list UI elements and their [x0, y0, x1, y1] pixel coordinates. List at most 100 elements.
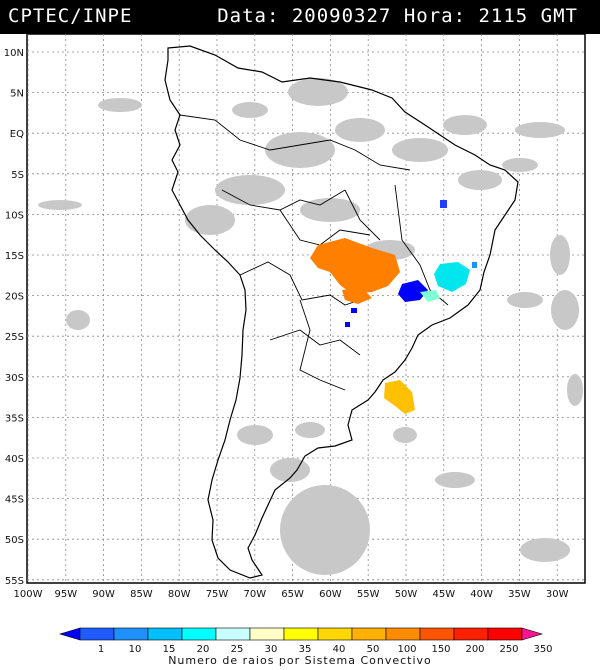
time-label: Hora:	[403, 5, 467, 27]
cyan-cluster-small	[420, 290, 440, 302]
source-label: CPTEC/INPE	[8, 5, 133, 27]
lon-tick-label: 85W	[130, 589, 153, 600]
colorbar-label: 15	[163, 644, 176, 655]
cloud-patch	[393, 427, 417, 443]
lon-tick-label: 75W	[206, 589, 229, 600]
lon-tick-label: 90W	[92, 589, 115, 600]
colorbar-label: 200	[465, 644, 484, 655]
cloud-patch	[502, 158, 538, 172]
colorbar-segment	[453, 627, 489, 641]
colorbar-segment	[385, 627, 421, 641]
blue-cluster	[398, 280, 428, 302]
lon-tick-label: 80W	[168, 589, 191, 600]
cloud-patch	[265, 132, 335, 168]
colorbar-label: 250	[499, 644, 518, 655]
continent-outline	[164, 45, 519, 579]
colorbar-segment	[147, 627, 183, 641]
colorbar-label: 30	[265, 644, 278, 655]
lat-tick-label: 5N	[10, 89, 24, 100]
colorbar-title: Numero de raios por Sistema Convectivo	[168, 654, 432, 667]
colorbar-label: 40	[333, 644, 346, 655]
lat-tick-label: EQ	[10, 129, 24, 140]
cloud-patch	[551, 290, 579, 330]
yellow-cluster	[384, 380, 415, 414]
cloud-patch	[98, 98, 142, 112]
cloud-patch	[458, 170, 502, 190]
colorbar-segment	[419, 627, 455, 641]
cloud-patch	[66, 310, 90, 330]
cloud-patch	[335, 118, 385, 142]
lat-tick-label: 25S	[5, 332, 24, 343]
cloud-patch	[295, 422, 325, 438]
colorbar-labels: 1 10 15 20 25 30 35 40 50 100 150 200 250 350	[98, 644, 553, 655]
colorbar	[58, 627, 544, 641]
cloud-patch	[515, 122, 565, 138]
lon-tick-label: 60W	[319, 589, 342, 600]
cloud-patch	[550, 235, 570, 275]
lat-tick-label: 40S	[5, 454, 24, 465]
latitude-labels: 10N 5N EQ 5S 10S 15S 20S 25S 30S 35S 40S 45S 50S 55S	[4, 48, 24, 587]
lat-tick-label: 45S	[5, 495, 24, 506]
cloud-patch	[280, 485, 370, 575]
blue-dot	[440, 200, 447, 208]
colorbar-segment	[283, 627, 319, 641]
lat-tick-label: 50S	[5, 535, 24, 546]
date-label: Data:	[217, 5, 280, 27]
lon-tick-label: 50W	[395, 589, 418, 600]
colorbar-label: 10	[129, 644, 142, 655]
cloud-patch	[435, 472, 475, 488]
colorbar-label: 25	[231, 644, 244, 655]
longitude-labels: 100W 95W 90W 85W 80W 75W 70W 65W 60W 55W 50W 45W 40W…	[14, 589, 569, 600]
lightning-areas	[310, 200, 477, 414]
date-value: 20090327	[291, 5, 392, 27]
cloud-patch	[38, 200, 82, 210]
cloud-cover	[38, 78, 583, 575]
lat-tick-label: 20S	[5, 292, 24, 303]
colorbar-segment	[317, 627, 353, 641]
cloud-patch	[288, 78, 348, 106]
blue-dot	[345, 322, 350, 327]
lon-tick-label: 95W	[54, 589, 77, 600]
cloud-patch	[567, 374, 583, 406]
cloud-patch	[443, 115, 487, 135]
cloud-patch	[232, 102, 268, 118]
colorbar-segment	[79, 627, 115, 641]
colorbar-segment	[113, 627, 149, 641]
colorbar-label: 350	[533, 644, 552, 655]
colorbar-segment	[215, 627, 251, 641]
colorbar-segment	[181, 627, 217, 641]
lon-tick-label: 40W	[470, 589, 493, 600]
lat-tick-label: 30S	[5, 373, 24, 384]
colorbar-segment	[351, 627, 387, 641]
cloud-patch	[185, 205, 235, 235]
lon-tick-label: 100W	[14, 589, 43, 600]
colorbar-label: 35	[299, 644, 312, 655]
orange-cluster	[310, 238, 400, 294]
lon-tick-label: 65W	[281, 589, 304, 600]
colorbar-label: 1	[98, 644, 104, 655]
blue-dot	[351, 308, 357, 313]
lat-tick-label: 5S	[11, 170, 24, 181]
lon-tick-label: 45W	[432, 589, 455, 600]
colorbar-segment	[487, 627, 523, 641]
lat-tick-label: 10S	[5, 210, 24, 221]
lat-tick-label: 55S	[5, 576, 24, 587]
cloud-patch	[507, 292, 543, 308]
colorbar-arrow-right	[521, 627, 544, 641]
cloud-patch	[215, 175, 285, 205]
colorbar-label: 150	[431, 644, 450, 655]
cloud-patch	[520, 538, 570, 562]
lat-tick-label: 35S	[5, 413, 24, 424]
lon-tick-label: 35W	[508, 589, 531, 600]
lon-tick-label: 30W	[546, 589, 569, 600]
orange-cluster-small	[342, 288, 372, 304]
lon-tick-label: 55W	[357, 589, 380, 600]
datetime-label: Data: 20090327 Hora: 2115 GMT	[217, 5, 578, 27]
lon-tick-label: 70W	[243, 589, 266, 600]
time-value: 2115 GMT	[478, 5, 578, 27]
colorbar-segment	[249, 627, 285, 641]
colorbar-label: 20	[197, 644, 210, 655]
colorbar-label: 100	[397, 644, 416, 655]
cloud-patch	[237, 425, 273, 445]
